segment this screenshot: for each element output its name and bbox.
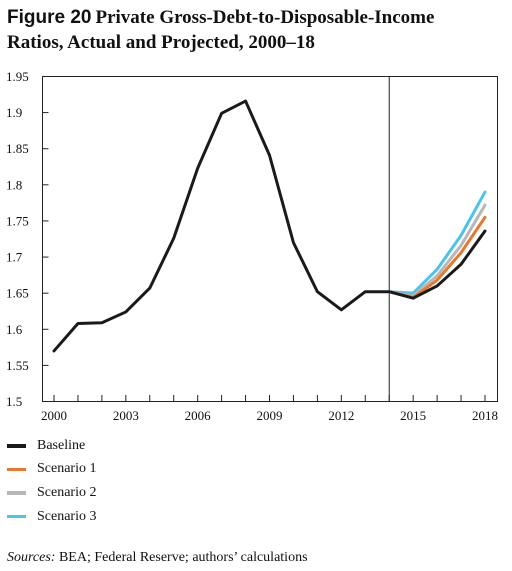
x-tick-label-2000: 2000 [41, 408, 67, 423]
figure-title-line1: Private Gross-Debt-to-Disposable-Income [95, 7, 435, 28]
legend-item-scenario-1: Scenario 1 [7, 458, 96, 482]
legend: Baseline Scenario 1 Scenario 2 Scenario … [7, 434, 96, 528]
y-axis: 1.5 1.55 1.6 1.65 1.7 1.75 1.8 1.85 1.9 1.95 [6, 69, 49, 409]
x-tick-label-2006: 2006 [185, 408, 212, 423]
plot-frame [42, 76, 498, 402]
x-tick-label-2003: 2003 [113, 408, 139, 423]
y-tick-label-1-65: 1.65 [6, 286, 29, 301]
legend-label-scenario-1: Scenario 1 [37, 461, 97, 477]
y-tick-label-1-85: 1.85 [6, 141, 29, 156]
y-tick-label-1-7: 1.7 [6, 250, 23, 265]
y-tick-label-1-6: 1.6 [6, 322, 23, 337]
y-tick-label-1-95: 1.95 [6, 69, 29, 84]
x-tick-label-2012: 2012 [328, 408, 354, 423]
legend-swatch-baseline [7, 444, 26, 448]
series-line-baseline [52, 99, 487, 353]
line-chart: 1.5 1.55 1.6 1.65 1.7 1.75 1.8 1.85 1.9 1.95 2000… [6, 69, 498, 423]
legend-swatch-scenario-2 [7, 491, 26, 495]
x-tick-label-2018: 2018 [472, 408, 498, 423]
legend-item-scenario-3: Scenario 3 [7, 505, 96, 529]
legend-item-scenario-2: Scenario 2 [7, 481, 96, 505]
source-label: Sources: [7, 550, 56, 565]
series-group [52, 99, 487, 353]
y-tick-label-1-75: 1.75 [6, 213, 29, 228]
y-tick-label-1-8: 1.8 [6, 177, 22, 192]
y-tick-label-1-55: 1.55 [6, 358, 29, 373]
x-axis: 2000 2003 2006 2009 2012 2015 2018 [41, 395, 498, 423]
y-tick-label-1-5: 1.5 [6, 394, 22, 409]
figure-title-line2: Ratios, Actual and Projected, 2000–18 [7, 32, 315, 53]
legend-item-baseline: Baseline [7, 434, 96, 458]
legend-label-scenario-2: Scenario 2 [37, 484, 97, 500]
legend-label-baseline: Baseline [37, 437, 86, 453]
source-text: BEA; Federal Reserve; authors’ calculati… [58, 550, 308, 565]
legend-swatch-scenario-1 [7, 467, 26, 472]
x-tick-label-2009: 2009 [257, 408, 283, 423]
series-line-scenario-3 [387, 190, 487, 295]
source-note: Sources: BEA; Federal Reserve; authors’ … [7, 550, 308, 566]
figure-number: Figure 20 [7, 7, 92, 28]
x-tick-label-2015: 2015 [400, 408, 426, 423]
legend-label-scenario-3: Scenario 3 [37, 508, 97, 524]
figure-title: Figure 20 Private Gross-Debt-to-Disposab… [7, 6, 507, 56]
y-tick-label-1-9: 1.9 [6, 105, 22, 120]
legend-swatch-scenario-3 [7, 514, 26, 519]
